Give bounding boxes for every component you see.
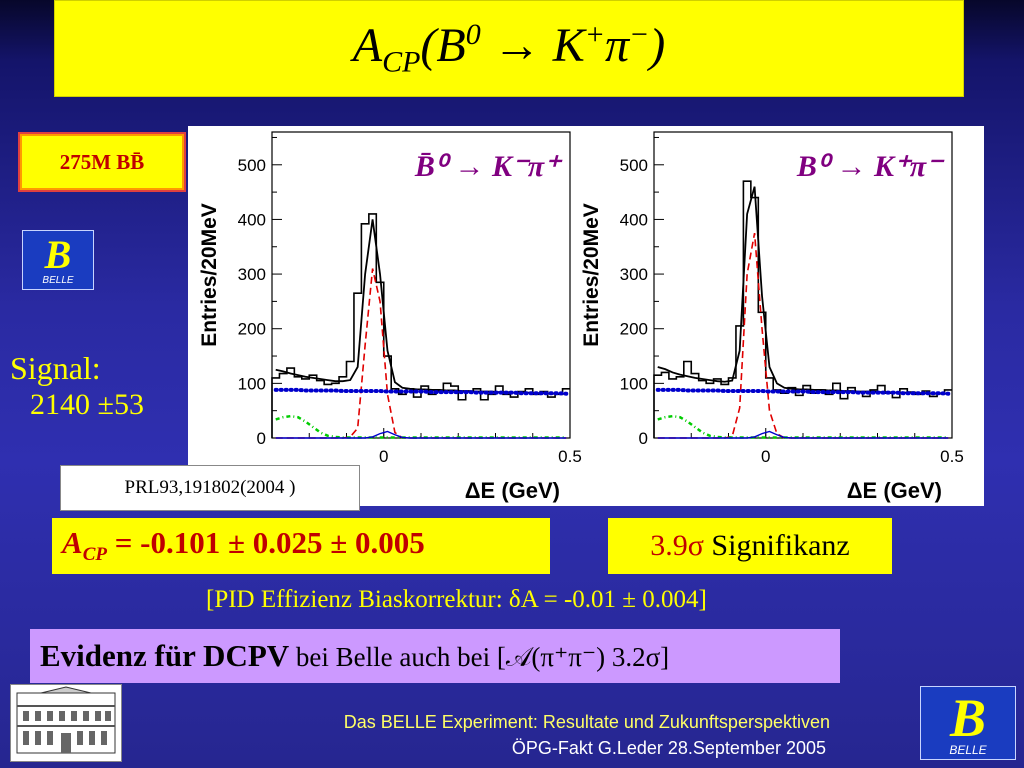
y-tick-label: 100	[620, 374, 648, 393]
y-tick-label: 300	[620, 265, 648, 284]
signal-label: Signal:	[10, 350, 101, 386]
histogram-data	[653, 180, 952, 438]
title-close: )	[649, 18, 666, 72]
evidence: Evidenz für DCPV bei Belle auch bei [𝒜(π…	[40, 638, 669, 674]
building-icon	[16, 686, 116, 754]
acp-value: = -0.101 ± 0.025 ± 0.005	[106, 525, 425, 561]
title-open: (B	[420, 18, 466, 72]
histogram-data	[271, 213, 570, 438]
y-tick-label: 400	[620, 210, 648, 229]
title-sup0: 0	[465, 17, 481, 51]
footer-info: ÖPG-Fakt G.Leder 28.September 2005	[511, 738, 826, 758]
significance-value: 3.9σ	[650, 529, 704, 562]
acp-a: A	[62, 525, 83, 561]
evidence-bold: Evidenz für DCPV	[40, 638, 290, 673]
plot-title: B̄⁰ → K⁻π⁺	[414, 150, 563, 183]
acp-result-box: ACP = -0.101 ± 0.025 ± 0.005	[52, 518, 550, 574]
y-axis-label: Entries/20MeV	[580, 203, 603, 347]
belle-logo-text: BELLE	[42, 275, 74, 286]
x-tick-label: 0.5	[558, 447, 582, 466]
y-tick-label: 100	[238, 374, 266, 393]
significance: 3.9σ Signifikanz	[650, 529, 849, 563]
y-tick-label: 300	[238, 265, 266, 284]
y-tick-label: 0	[639, 429, 648, 448]
y-axis-label: Entries/20MeV	[198, 203, 221, 347]
x-tick-label: 0	[379, 447, 388, 466]
belle-logo-left: B BELLE	[22, 230, 94, 290]
title-arrow: → K	[480, 18, 585, 72]
histogram-panel-1: 0 100 200 300 400 500 0 0.5 ΔE (GeV) Entries/20Me…	[198, 131, 582, 503]
pid-correction-note: [PID Effizienz Biaskorrektur: δA = -0.01…	[206, 586, 707, 613]
signal-value: 2140 ±53	[30, 388, 144, 421]
x-tick-label: 0	[761, 447, 770, 466]
histogram-panel-2: 0 100 200 300 400 500 0 0.5 ΔE (GeV) Entries/20Me…	[580, 131, 964, 503]
events-label: 275M BB̄	[59, 149, 145, 174]
belle-logo-text: BELLE	[949, 743, 987, 757]
curve-background	[273, 387, 569, 396]
reference-text: PRL93,191802(2004 )	[124, 477, 296, 498]
curve-signal	[275, 268, 567, 439]
belle-logo-b-icon: B	[949, 688, 987, 748]
evidence-rest: bei Belle auch bei [𝒜(π⁺π⁻) 3.2σ]	[289, 642, 670, 672]
title-a: A	[352, 18, 383, 72]
curve-blue-component	[657, 430, 949, 439]
reference-box: PRL93,191802(2004 )	[60, 465, 360, 511]
x-axis-label: ΔE (GeV)	[465, 478, 560, 503]
x-axis-label: ΔE (GeV)	[847, 478, 942, 503]
x-tick-label: 0.5	[940, 447, 964, 466]
y-tick-label: 400	[238, 210, 266, 229]
y-tick-label: 500	[620, 156, 648, 175]
y-tick-label: 200	[620, 320, 648, 339]
building-image	[10, 684, 122, 762]
curve-total-fit	[275, 219, 567, 395]
evidence-box: Evidenz für DCPV bei Belle auch bei [𝒜(π…	[30, 629, 840, 683]
plots-panel: 0 100 200 300 400 500 0 0.5 ΔE (GeV) Entries/20Me…	[188, 126, 984, 506]
curve-signal	[657, 232, 949, 439]
y-tick-label: 0	[257, 429, 266, 448]
title-pi: π	[604, 18, 630, 72]
slide-title: ACP(B0 → K+π−)	[353, 18, 666, 80]
footer-title: Das BELLE Experiment: Resultate und Zuku…	[343, 712, 830, 732]
plot-title: B⁰ → K⁺π⁻	[796, 150, 945, 183]
y-tick-label: 200	[238, 320, 266, 339]
curve-blue-component	[275, 430, 567, 439]
curve-background	[655, 387, 951, 396]
curve-total-fit	[657, 186, 949, 395]
title-supminus: −	[629, 17, 650, 51]
title-supplus: +	[584, 17, 605, 51]
belle-logo-b-icon: B	[44, 232, 72, 277]
significance-box: 3.9σ Signifikanz	[608, 518, 892, 574]
acp-sub: CP	[82, 544, 107, 566]
belle-logo-right: B BELLE	[920, 686, 1016, 760]
acp-result: ACP = -0.101 ± 0.025 ± 0.005	[62, 525, 425, 566]
significance-text: Signifikanz	[703, 529, 850, 562]
histogram-plots: 0 100 200 300 400 500 0 0.5 ΔE (GeV) Entries/20Me…	[198, 131, 964, 503]
title-banner: ACP(B0 → K+π−)	[54, 0, 964, 97]
y-tick-label: 500	[238, 156, 266, 175]
events-box: 275M BB̄	[18, 132, 186, 192]
title-sub: CP	[382, 45, 421, 79]
